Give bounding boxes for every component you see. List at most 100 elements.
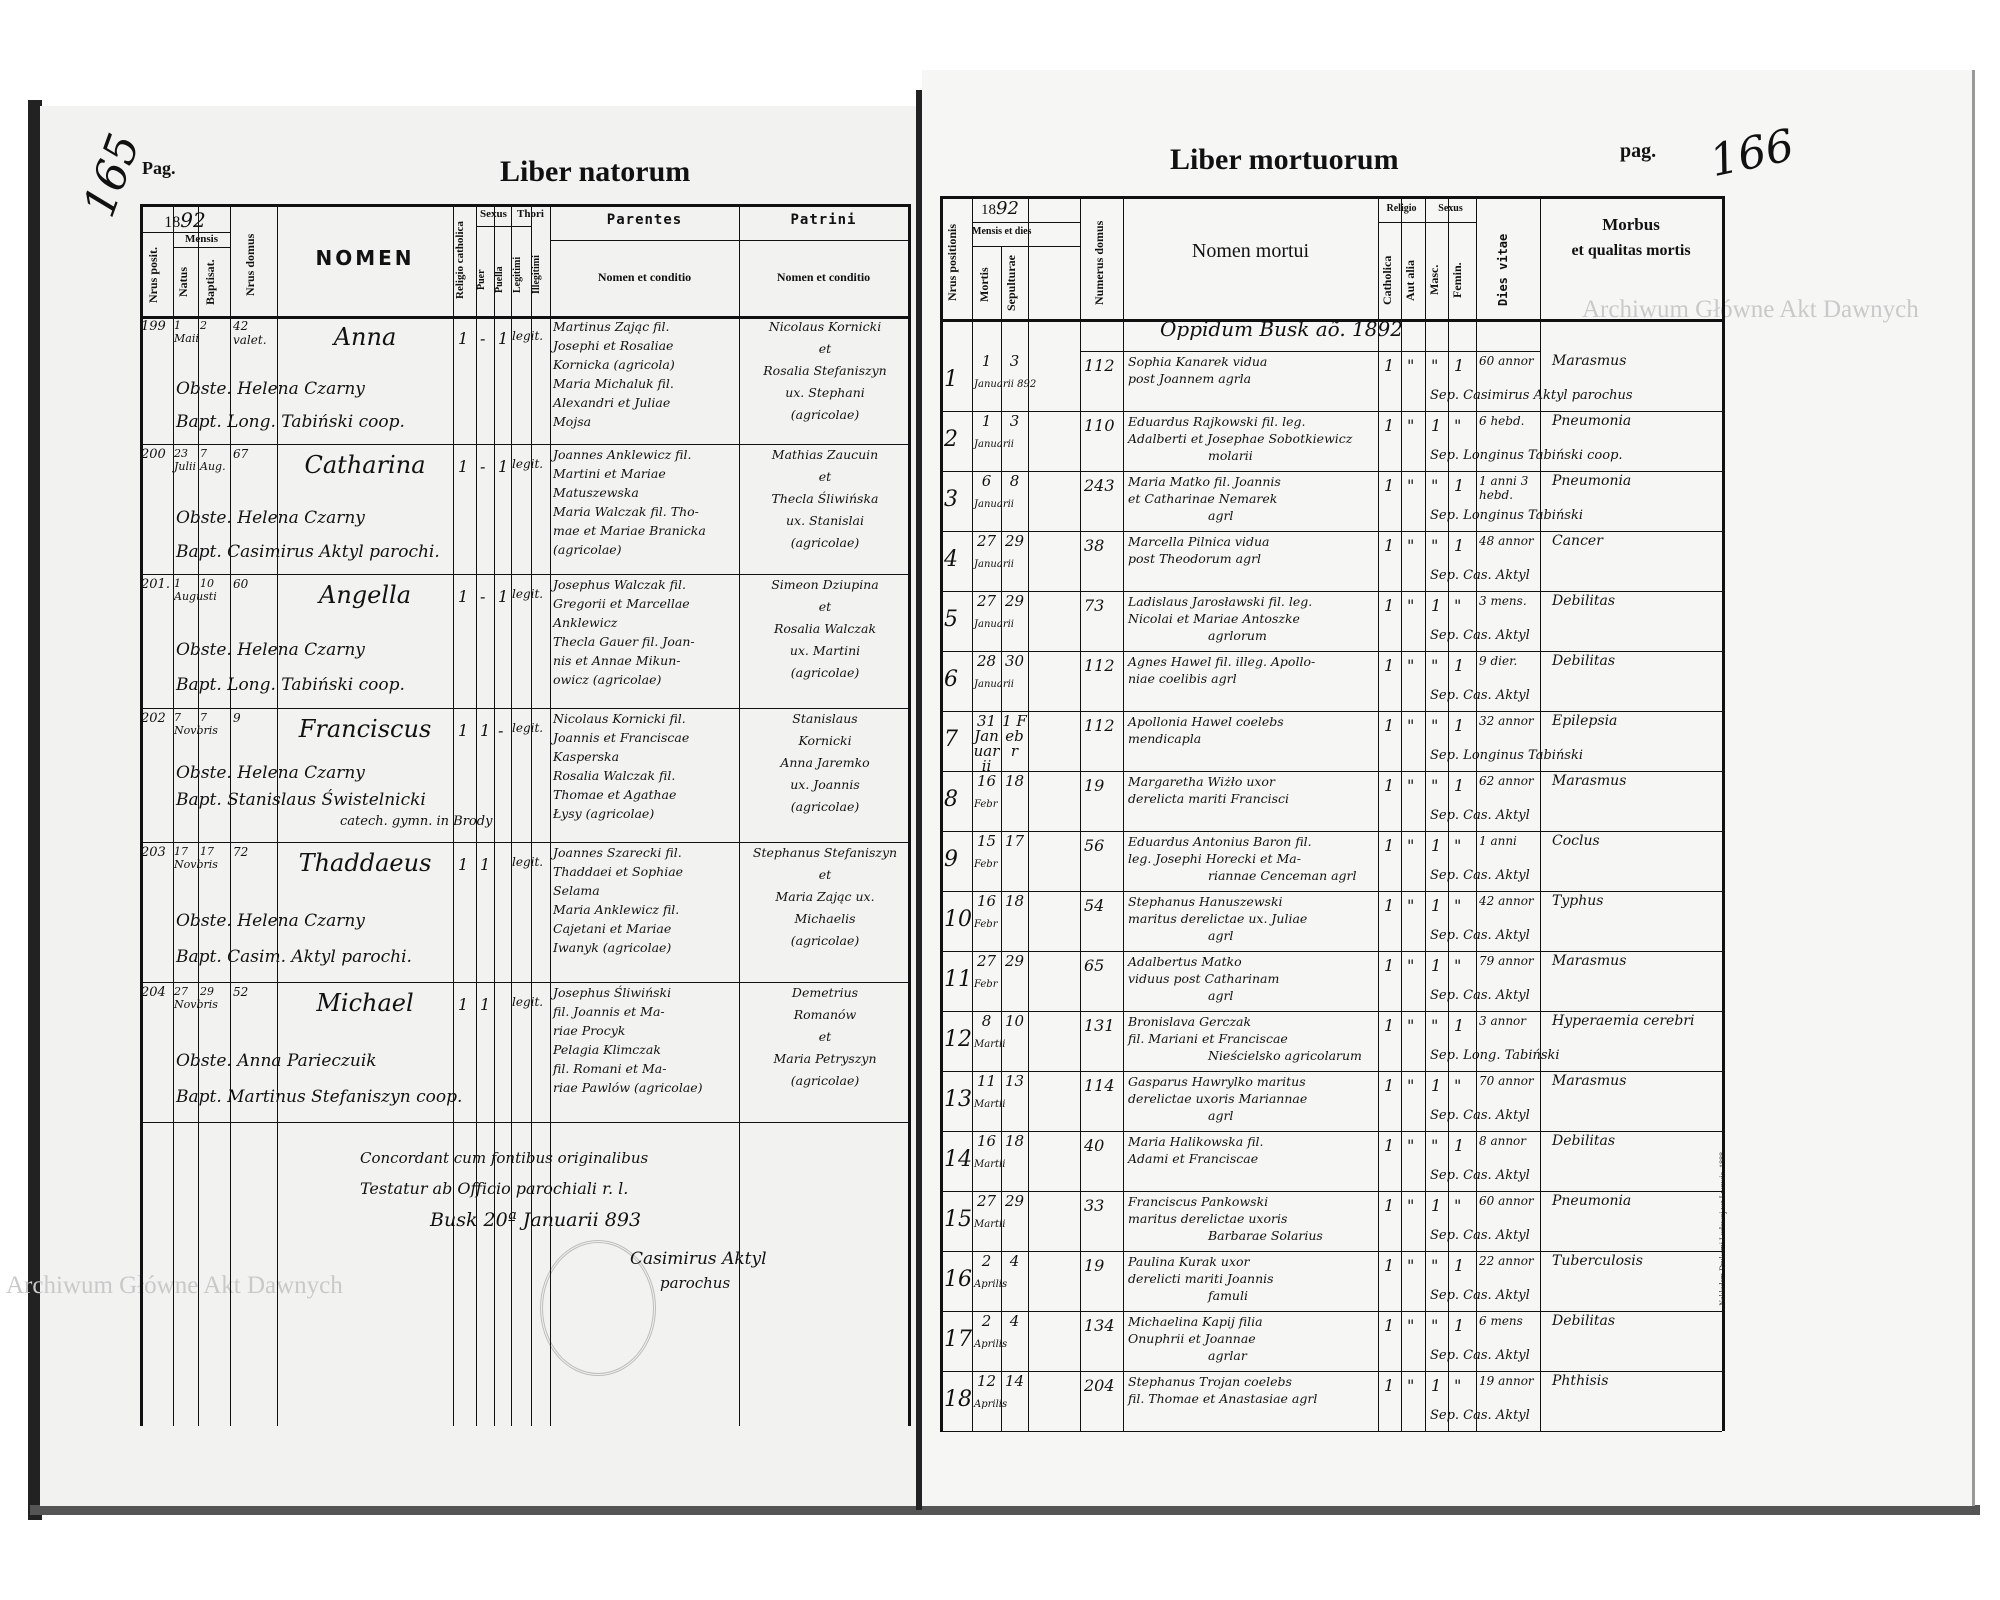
godparents-line: (agricolae)	[790, 1073, 860, 1088]
burial-day: 10	[1004, 1012, 1025, 1030]
row-rule	[940, 411, 1722, 412]
column-rule	[1476, 196, 1477, 1431]
legitimacy: legit.	[512, 995, 544, 1009]
row-rule	[1080, 351, 1540, 352]
deceased-name-line: Nicolai et Mariae Antoszke	[1128, 611, 1300, 626]
deceased-name-line: agrlar	[1208, 1348, 1247, 1363]
column-rule	[476, 204, 477, 1426]
table-top-rule	[140, 204, 908, 207]
column-rule	[1722, 196, 1725, 1431]
year-label: 1892	[140, 208, 230, 232]
month: Martii	[974, 1219, 1006, 1230]
column-rule	[972, 196, 973, 1431]
catholic-mark: 1	[1384, 956, 1395, 975]
entry-number: 6	[944, 667, 958, 692]
baptism-date: 17	[200, 845, 214, 858]
legitimacy: legit.	[512, 329, 544, 343]
entry-number: 7	[944, 727, 958, 752]
month: Januarii 892	[974, 379, 1037, 390]
deceased-name-line: Sophia Kanarek vidua	[1128, 354, 1268, 369]
legitimacy: legit.	[512, 855, 544, 869]
male-mark: "	[1431, 1136, 1439, 1155]
cause-of-death: Hyperaemia cerebri	[1552, 1013, 1695, 1029]
burial-day: 29	[1004, 1192, 1025, 1210]
catholic-mark: 1	[1384, 656, 1395, 675]
godparents-line: Stephanus Stefaniszyn	[752, 845, 898, 860]
row-rule	[940, 1431, 1722, 1432]
other-religion-mark: "	[1407, 896, 1415, 915]
female-mark: 1	[1454, 476, 1465, 495]
table-rule	[140, 232, 230, 233]
house-number: 243	[1084, 476, 1115, 495]
column-rule	[1401, 196, 1402, 1431]
deceased-name-line: derelicta mariti Francisci	[1128, 791, 1290, 806]
sex-puer: 1	[480, 995, 491, 1014]
deceased-name-line: Barbarae Solarius	[1208, 1228, 1323, 1243]
death-day: 16	[976, 1132, 997, 1150]
officiant: Sep. Casimirus Aktyl parochus	[1430, 388, 1633, 403]
deceased-name-line: Maria Halikowska fil.	[1128, 1134, 1264, 1149]
legitimacy: legit.	[512, 457, 544, 471]
deceased-name-line: molarii	[1208, 448, 1253, 463]
parents-line: Joannis et Franciscae	[553, 730, 690, 745]
column-rule	[739, 204, 740, 1426]
column-rule	[198, 204, 199, 1426]
godparents-line: Demetrius	[791, 985, 859, 1000]
row-rule	[940, 1251, 1722, 1252]
burial-day: 29	[1004, 952, 1025, 970]
parish-seal-stamp	[540, 1240, 656, 1376]
cause-of-death: Debilitas	[1552, 1133, 1616, 1149]
year-printed: 18	[164, 214, 181, 231]
deceased-name-line: post Joannem agrla	[1128, 371, 1252, 386]
header-nrus-posit: Nrus posit.	[146, 247, 160, 304]
female-mark: "	[1454, 896, 1462, 915]
entry-number: 3	[944, 487, 958, 512]
sex-puer: -	[480, 587, 486, 606]
header-illegitimi: Illegitimi	[531, 255, 542, 295]
deceased-name-line: agrl	[1208, 928, 1234, 943]
parents-line: fil. Joannis et Ma-	[553, 1004, 665, 1019]
left-page	[40, 106, 918, 1506]
age-at-death: 1 anni	[1479, 834, 1517, 848]
burial-day: 29	[1004, 592, 1025, 610]
age-at-death: 70 annor	[1479, 1074, 1534, 1088]
month: Febr	[974, 799, 998, 810]
header-masc: Masc.	[1427, 264, 1441, 296]
midwife-line: Obste. Helena Czarny	[176, 508, 365, 528]
deceased-name-line: agrlorum	[1208, 628, 1267, 643]
row-rule	[940, 1191, 1722, 1192]
female-mark: 1	[1454, 1136, 1465, 1155]
other-religion-mark: "	[1407, 716, 1415, 735]
house-number: 19	[1084, 1256, 1105, 1275]
parents-line: Nicolaus Kornicki fil.	[553, 711, 686, 726]
row-rule	[940, 711, 1722, 712]
deceased-name-line: Michaelina Kapij filia	[1128, 1314, 1263, 1329]
row-rule	[140, 842, 908, 843]
cause-of-death: Pneumonia	[1552, 473, 1632, 489]
parents-line: Joannes Szarecki fil.	[553, 845, 682, 860]
godparents-line: et	[818, 867, 832, 882]
column-rule	[531, 204, 532, 1426]
entry-number: 10	[944, 907, 972, 932]
column-rule	[453, 204, 454, 1426]
age-at-death: 6 mens	[1479, 1314, 1523, 1328]
female-mark: "	[1454, 1196, 1462, 1215]
table-rule	[476, 226, 531, 227]
header-numerus-domus: Numerus domus	[1092, 220, 1106, 305]
baptizer-line: Bapt. Stanislaus Świstelnicki	[176, 790, 426, 810]
death-day: 1	[981, 352, 992, 370]
burial-day: 13	[1004, 1072, 1025, 1090]
parents-line: nis et Annae Mikun-	[553, 653, 681, 668]
death-day: 2	[981, 1252, 992, 1270]
child-name: Anna	[333, 323, 397, 351]
burial-day: 8	[1009, 472, 1020, 490]
parents-line: Iwanyk (agricolae)	[553, 940, 672, 955]
catholic-mark: 1	[1384, 1376, 1395, 1395]
officiant: Sep. Cas. Aktyl	[1430, 988, 1530, 1003]
deceased-name-line: maritus derelictae ux. Juliae	[1128, 911, 1308, 926]
deceased-name-line: famuli	[1208, 1288, 1248, 1303]
age-at-death: 60 annor	[1479, 1194, 1534, 1208]
deceased-name-line: Onuphrii et Joannae	[1128, 1331, 1256, 1346]
male-mark: "	[1431, 1256, 1439, 1275]
sex-puer: -	[480, 329, 486, 348]
